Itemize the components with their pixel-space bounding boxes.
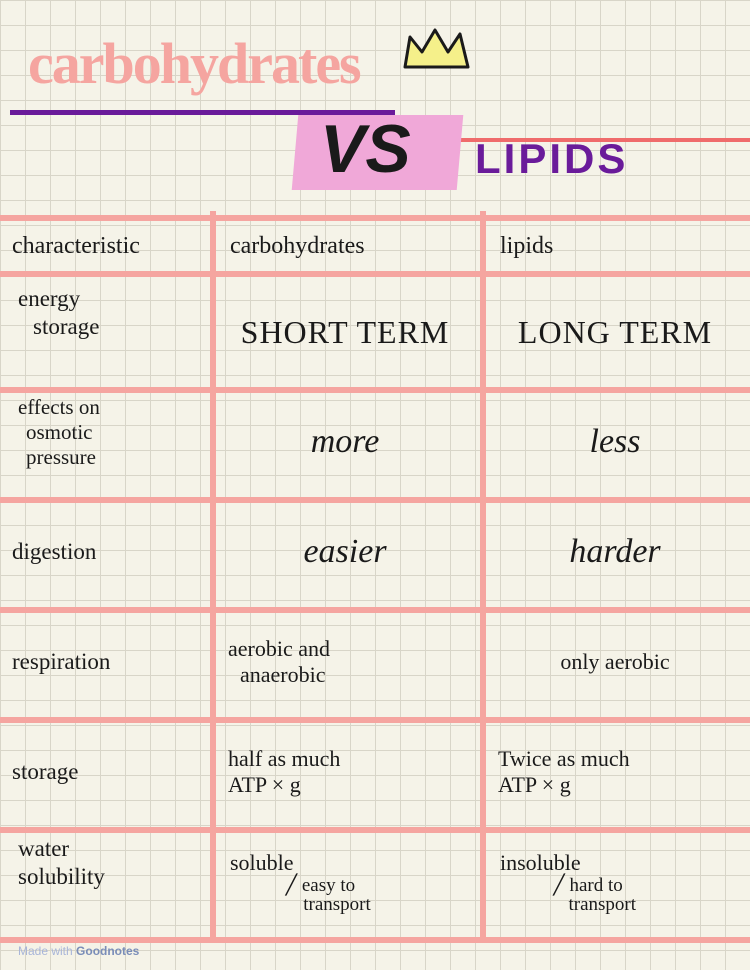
table-row: water solubility soluble ╱ easy to trans…	[0, 827, 750, 937]
table-border	[480, 277, 486, 387]
cell-carbs: aerobic and anaerobic	[210, 607, 480, 717]
cell-text: water	[18, 835, 69, 863]
cell-lipids: insoluble ╱ hard to transport	[480, 827, 750, 937]
table-header-row: characteristic carbohydrates lipids	[0, 221, 750, 271]
table-border	[480, 387, 486, 497]
table-border	[0, 937, 750, 943]
cell-text: solubility	[18, 863, 105, 891]
cell-characteristic: effects on osmotic pressure	[0, 387, 210, 497]
cell-carbs: soluble ╱ easy to transport	[210, 827, 480, 937]
cell-text: ╱ hard to transport	[500, 876, 636, 914]
table-row: digestion easier harder	[0, 497, 750, 607]
table-border	[480, 717, 486, 827]
table-row: respiration aerobic and anaerobic only a…	[0, 607, 750, 717]
cell-text: ╱ easy to transport	[230, 876, 371, 914]
table-border	[210, 277, 216, 387]
title-lipids: LIPIDS	[475, 135, 628, 183]
watermark-prefix: Made with	[18, 944, 76, 958]
cell-text: ATP × g	[498, 772, 571, 798]
table-row: storage half as much ATP × g Twice as mu…	[0, 717, 750, 827]
table-border	[210, 497, 216, 607]
table-border	[210, 827, 216, 937]
crown-icon	[400, 22, 475, 77]
cell-text: ATP × g	[228, 772, 301, 798]
cell-text: energy	[18, 285, 80, 313]
header-characteristic: characteristic	[0, 221, 210, 271]
header-carbohydrates: carbohydrates	[210, 221, 480, 271]
vs-text: VS	[320, 110, 411, 188]
cell-text: aerobic and	[228, 636, 330, 662]
table-border	[480, 497, 486, 607]
cell-carbs: easier	[210, 497, 480, 607]
cell-carbs: more	[210, 387, 480, 497]
cell-lipids: Twice as much ATP × g	[480, 717, 750, 827]
table-row: energy storage SHORT TERM LONG TERM	[0, 277, 750, 387]
cell-lipids: only aerobic	[480, 607, 750, 717]
table-row: effects on osmotic pressure more less	[0, 387, 750, 497]
cell-characteristic: storage	[0, 717, 210, 827]
cell-text: Twice as much	[498, 746, 630, 772]
cell-carbs: half as much ATP × g	[210, 717, 480, 827]
cell-text: anaerobic	[228, 662, 326, 688]
cell-lipids: harder	[480, 497, 750, 607]
cell-characteristic: respiration	[0, 607, 210, 717]
watermark-brand: Goodnotes	[76, 944, 139, 958]
table-border	[210, 387, 216, 497]
cell-text: soluble	[230, 850, 294, 876]
table-border	[210, 607, 216, 717]
cell-text: osmotic	[18, 420, 93, 445]
header-lipids: lipids	[480, 221, 750, 271]
cell-text: storage	[18, 313, 99, 341]
cell-text: pressure	[18, 445, 96, 470]
cell-text: half as much	[228, 746, 340, 772]
comparison-table: characteristic carbohydrates lipids ener…	[0, 215, 750, 937]
cell-characteristic: digestion	[0, 497, 210, 607]
table-border	[480, 607, 486, 717]
cell-text: effects on	[18, 395, 100, 420]
table-border	[210, 717, 216, 827]
cell-lipids: less	[480, 387, 750, 497]
cell-characteristic: water solubility	[0, 827, 210, 937]
cell-text: insoluble	[500, 850, 581, 876]
table-border	[480, 827, 486, 937]
page-content: carbohydrates VS LIPIDS characteristic c…	[0, 0, 750, 970]
cell-characteristic: energy storage	[0, 277, 210, 387]
watermark: Made with Goodnotes	[18, 944, 139, 958]
cell-carbs: SHORT TERM	[210, 277, 480, 387]
title-carbohydrates: carbohydrates	[28, 30, 360, 97]
cell-lipids: LONG TERM	[480, 277, 750, 387]
